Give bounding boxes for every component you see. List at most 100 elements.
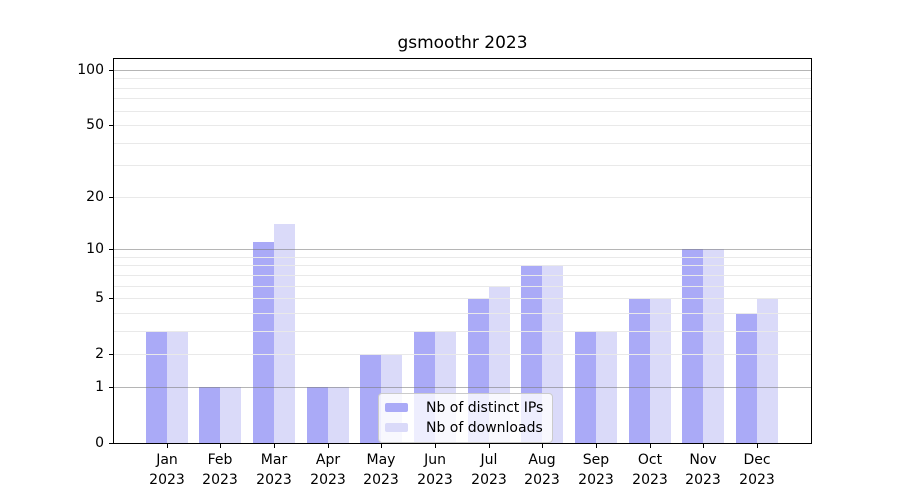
x-tick-month: Sep bbox=[582, 452, 610, 468]
x-tick-month: Jan bbox=[156, 452, 178, 468]
x-tick-label: Sep 2023 bbox=[556, 451, 636, 490]
bar-distinct-ips-nov bbox=[682, 249, 703, 443]
x-tick-year: 2023 bbox=[524, 471, 560, 488]
y-tick-label: 100 bbox=[77, 62, 104, 78]
x-tick-year: 2023 bbox=[471, 471, 507, 488]
x-tick-month: Jun bbox=[424, 452, 446, 468]
gridline-minor bbox=[114, 88, 811, 89]
x-tick-year: 2023 bbox=[685, 471, 721, 488]
x-tick-mark bbox=[220, 443, 221, 448]
x-tick-mark bbox=[274, 443, 275, 448]
gridline-minor bbox=[114, 143, 811, 144]
x-tick-year: 2023 bbox=[363, 471, 399, 488]
x-tick-label: Mar 2023 bbox=[234, 451, 314, 490]
x-tick-month: Nov bbox=[689, 452, 717, 468]
gridline-major bbox=[114, 70, 811, 71]
x-tick-mark bbox=[167, 443, 168, 448]
y-tick-label: 1 bbox=[95, 379, 104, 395]
bar-distinct-ips-feb bbox=[199, 387, 220, 443]
x-tick-label: Oct 2023 bbox=[610, 451, 690, 490]
bar-distinct-ips-dec bbox=[736, 313, 757, 443]
legend-swatch-distinct-ips bbox=[385, 403, 408, 412]
x-tick-year: 2023 bbox=[149, 471, 185, 488]
y-tick-mark bbox=[109, 70, 114, 71]
y-tick-mark bbox=[109, 387, 114, 388]
x-tick-month: Apr bbox=[315, 452, 341, 468]
chart-title: gsmoothr 2023 bbox=[397, 33, 528, 53]
bar-downloads-mar bbox=[274, 224, 295, 443]
x-tick-year: 2023 bbox=[417, 471, 453, 488]
x-tick-year: 2023 bbox=[256, 471, 292, 488]
x-tick-mark bbox=[596, 443, 597, 448]
y-tick-mark bbox=[109, 298, 114, 299]
x-tick-label: Apr 2023 bbox=[288, 451, 368, 490]
y-tick-mark bbox=[109, 354, 114, 355]
bar-distinct-ips-mar bbox=[253, 242, 274, 443]
x-tick-year: 2023 bbox=[632, 471, 668, 488]
x-tick-month: Jul bbox=[480, 452, 498, 468]
x-tick-label: Aug 2023 bbox=[502, 451, 582, 490]
x-tick-mark bbox=[328, 443, 329, 448]
gridline-minor bbox=[114, 125, 811, 126]
y-tick-label: 20 bbox=[86, 189, 104, 205]
x-tick-mark bbox=[435, 443, 436, 448]
legend-label-downloads: Nb of downloads bbox=[426, 419, 543, 436]
y-tick-mark bbox=[109, 125, 114, 126]
x-tick-year: 2023 bbox=[310, 471, 346, 488]
x-tick-month: Feb bbox=[207, 452, 233, 468]
x-tick-mark bbox=[489, 443, 490, 448]
x-tick-year: 2023 bbox=[739, 471, 775, 488]
x-tick-mark bbox=[703, 443, 704, 448]
y-tick-label: 50 bbox=[86, 117, 104, 133]
bar-distinct-ips-apr bbox=[307, 387, 328, 443]
x-tick-month: Dec bbox=[743, 452, 771, 468]
gridline-minor bbox=[114, 197, 811, 198]
x-tick-month: Aug bbox=[528, 452, 556, 468]
plot-area bbox=[113, 58, 812, 444]
gridline-minor bbox=[114, 78, 811, 79]
legend: Nb of distinct IPs Nb of downloads bbox=[378, 393, 554, 443]
legend-item-distinct-ips: Nb of distinct IPs bbox=[385, 398, 543, 417]
x-tick-mark bbox=[650, 443, 651, 448]
y-tick-mark bbox=[109, 197, 114, 198]
x-tick-month: May bbox=[366, 452, 396, 468]
y-tick-label: 5 bbox=[95, 290, 104, 306]
y-tick-mark bbox=[109, 443, 114, 444]
legend-label-distinct-ips: Nb of distinct IPs bbox=[426, 399, 544, 416]
x-tick-mark bbox=[381, 443, 382, 448]
x-tick-mark bbox=[542, 443, 543, 448]
bar-distinct-ips-jan bbox=[146, 331, 167, 443]
x-tick-label: Jun 2023 bbox=[395, 451, 475, 490]
bar-distinct-ips-may bbox=[360, 354, 381, 443]
y-tick-mark bbox=[109, 249, 114, 250]
legend-item-downloads: Nb of downloads bbox=[385, 418, 543, 437]
y-tick-label: 2 bbox=[95, 346, 104, 362]
bar-downloads-nov bbox=[703, 249, 724, 443]
legend-swatch-downloads bbox=[385, 423, 408, 432]
x-tick-mark bbox=[757, 443, 758, 448]
bar-distinct-ips-oct bbox=[629, 298, 650, 443]
gridline-minor bbox=[114, 111, 811, 112]
bar-distinct-ips-sep bbox=[575, 331, 596, 443]
bar-downloads-feb bbox=[220, 387, 241, 443]
bar-downloads-apr bbox=[328, 387, 349, 443]
y-tick-label: 10 bbox=[86, 241, 104, 257]
gridline-minor bbox=[114, 165, 811, 166]
x-tick-year: 2023 bbox=[578, 471, 614, 488]
x-tick-label: Nov 2023 bbox=[663, 451, 743, 490]
bar-downloads-dec bbox=[757, 298, 778, 443]
y-tick-label: 0 bbox=[95, 435, 104, 451]
x-tick-label: Dec 2023 bbox=[717, 451, 797, 490]
x-tick-label: Jan 2023 bbox=[127, 451, 207, 490]
x-tick-label: May 2023 bbox=[341, 451, 421, 490]
x-tick-month: Mar bbox=[260, 452, 288, 468]
bar-downloads-sep bbox=[596, 331, 617, 443]
x-tick-month: Oct bbox=[637, 452, 663, 468]
bar-downloads-jan bbox=[167, 331, 188, 443]
bar-downloads-oct bbox=[650, 298, 671, 443]
x-tick-year: 2023 bbox=[202, 471, 238, 488]
gridline-minor bbox=[114, 98, 811, 99]
x-tick-label: Feb 2023 bbox=[180, 451, 260, 490]
x-tick-label: Jul 2023 bbox=[449, 451, 529, 490]
